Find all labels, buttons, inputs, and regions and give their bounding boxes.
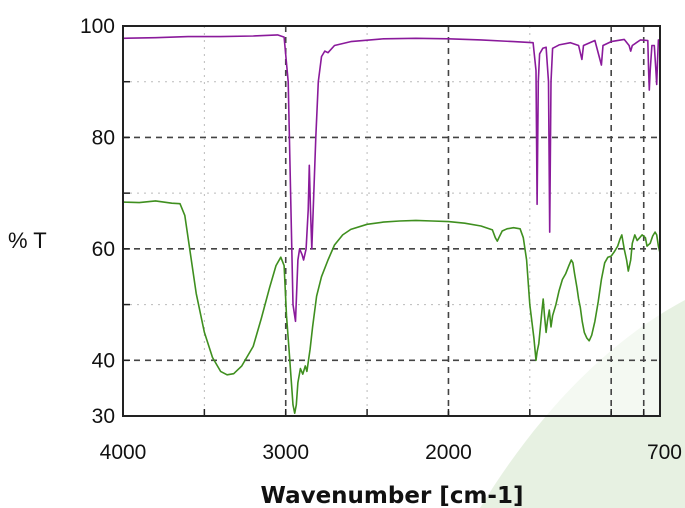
- y-axis-title: % T: [8, 228, 47, 253]
- plot-frame: [122, 25, 661, 417]
- x-tick-label: 2000: [425, 441, 472, 464]
- x-axis-title: Wavenumber [cm-1]: [261, 483, 524, 508]
- tick-labels: 30 40 60 80 100 4000 3000 2000 700: [80, 15, 682, 464]
- series-line-top: [122, 34, 661, 323]
- x-tick-label: 4000: [100, 441, 147, 464]
- series-layer: [122, 34, 661, 414]
- series-line-bottom: [122, 200, 661, 414]
- grid-lines: [123, 26, 660, 416]
- y-tick-label: 40: [92, 349, 115, 372]
- axis-ticks: [123, 80, 645, 416]
- y-tick-label: 80: [92, 126, 115, 149]
- y-tick-label: 60: [92, 238, 115, 261]
- x-tick-label: 3000: [262, 441, 309, 464]
- y-tick-label: 30: [92, 405, 115, 428]
- y-tick-label: 100: [80, 15, 115, 38]
- x-tick-label: 700: [647, 441, 682, 464]
